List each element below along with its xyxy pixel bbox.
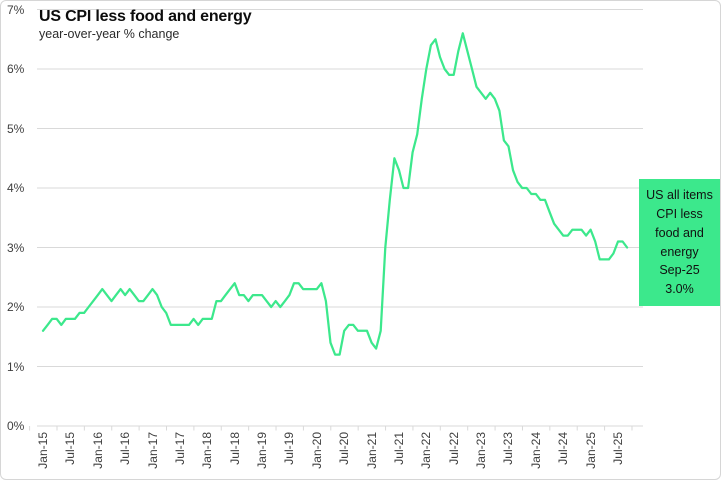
chart-title: US CPI less food and energy (39, 8, 252, 25)
y-axis-tick-label: 4% (7, 181, 25, 195)
x-axis-tick-marks (29, 426, 633, 431)
chart-subtitle: year-over-year % change (39, 27, 180, 42)
y-axis-tick-label: 2% (7, 300, 25, 314)
title-block: US CPI less food and energy year-over-ye… (39, 8, 252, 43)
cpi-line-series (41, 32, 629, 356)
y-axis-tick-label: 6% (7, 62, 25, 76)
y-axis-tick-label: 0% (7, 419, 25, 433)
horizontal-gridlines (37, 9, 643, 427)
y-axis-tick-label: 1% (7, 359, 25, 374)
series-callout-label: US all items CPI less food and energy Se… (639, 179, 720, 306)
y-axis-tick-label: 5% (7, 121, 25, 136)
y-axis-tick-label: 7% (7, 2, 25, 17)
y-axis-tick-label: 3% (7, 240, 25, 255)
